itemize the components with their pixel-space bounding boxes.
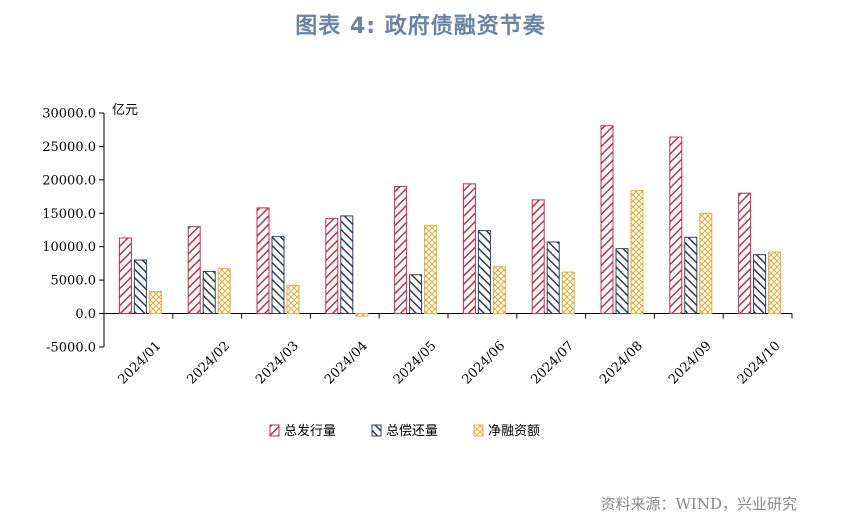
source-note: 资料来源：WIND，兴业研究 — [600, 495, 798, 513]
bar-total-issuance — [394, 186, 408, 314]
x-tick-label: 2024/01 — [116, 339, 165, 388]
bar-net-financing — [630, 190, 644, 315]
bar-net-financing — [355, 313, 369, 317]
bar-total-repayment — [615, 248, 629, 314]
bar-total-repayment — [340, 215, 354, 315]
legend-label: 净融资额 — [488, 424, 540, 439]
bar-total-repayment — [753, 254, 767, 314]
legend-label: 总偿还量 — [386, 424, 438, 439]
bar-total-repayment — [271, 236, 285, 314]
bars-group — [118, 125, 782, 317]
x-tick-label: 2024/04 — [322, 339, 371, 388]
bar-total-issuance — [256, 207, 270, 314]
x-tick-label: 2024/03 — [253, 339, 302, 388]
x-tick-label: 2024/08 — [597, 339, 646, 388]
y-tick-label: 30000.0 — [42, 107, 96, 122]
y-tick-label: 0.0 — [75, 307, 96, 322]
bar-total-repayment — [546, 241, 560, 314]
x-tick-label: 2024/07 — [528, 339, 577, 388]
bar-total-issuance — [600, 125, 614, 314]
x-tick-label: 2024/02 — [184, 339, 233, 388]
bar-total-repayment — [133, 259, 147, 314]
bar-total-issuance — [462, 183, 476, 314]
y-unit-label: 亿元 — [112, 103, 138, 118]
y-tick-label: -5000.0 — [46, 340, 96, 355]
bar-total-issuance — [325, 218, 339, 314]
x-tick-labels: 2024/01 2024/02 2024/03 2024/04 2024/05 2024/… — [116, 339, 784, 388]
bar-total-repayment — [202, 270, 216, 314]
bar-net-financing — [148, 290, 162, 315]
x-tick-label: 2024/09 — [666, 339, 715, 388]
bar-net-financing — [699, 212, 713, 314]
bar-net-financing — [424, 224, 438, 314]
x-tick-label: 2024/10 — [735, 339, 784, 388]
x-tick-label: 2024/05 — [391, 339, 440, 388]
bar-net-financing — [492, 266, 506, 315]
y-tick-label: 10000.0 — [42, 240, 96, 255]
bar-total-issuance — [669, 136, 683, 314]
bar-net-financing — [217, 268, 231, 315]
bar-total-issuance — [738, 192, 752, 314]
legend-label: 总发行量 — [284, 423, 336, 439]
legend-swatch — [269, 424, 280, 437]
y-tick-label: 20000.0 — [42, 173, 96, 188]
bar-total-issuance — [187, 226, 201, 314]
bar-total-repayment — [684, 236, 698, 314]
legend-swatch — [371, 424, 382, 437]
legend: 总发行量 总偿还量 净融资额 — [269, 423, 540, 439]
bar-net-financing — [561, 271, 575, 314]
bar-total-repayment — [409, 274, 423, 314]
bar-total-issuance — [531, 199, 545, 314]
legend-swatch — [473, 424, 484, 437]
y-tick-label: 25000.0 — [42, 140, 96, 155]
bar-total-repayment — [477, 230, 491, 314]
bar-total-issuance — [118, 237, 132, 314]
y-tick-label: 5000.0 — [51, 274, 97, 289]
chart-title: 图表 4: 政府债融资节奏 — [295, 14, 546, 39]
y-tick-label: 15000.0 — [42, 207, 96, 222]
bar-net-financing — [768, 251, 782, 315]
bar-net-financing — [286, 284, 300, 314]
x-tick-label: 2024/06 — [460, 339, 509, 388]
axes: -5000.0 0.0 5000.0 10000.0 15000.0 20000.0 250… — [42, 103, 793, 355]
